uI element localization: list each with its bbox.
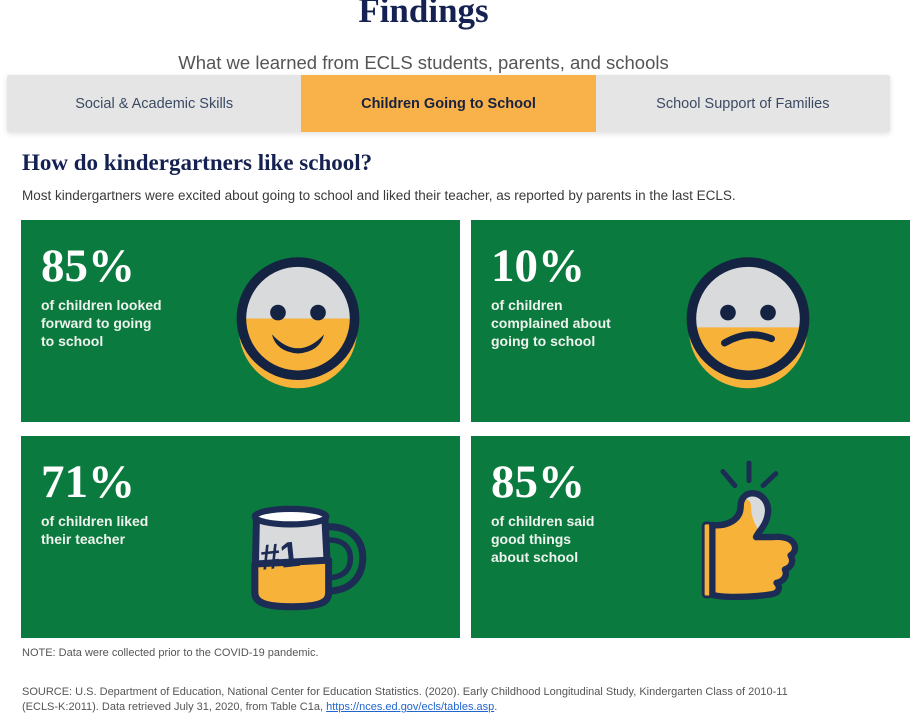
svg-text:#1: #1: [258, 534, 302, 578]
